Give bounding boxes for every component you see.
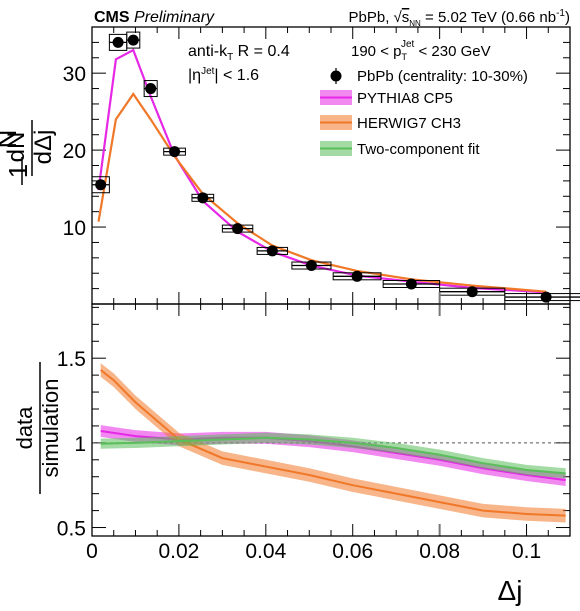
top-panel: 10 20 30 bbox=[63, 26, 580, 305]
bottom-panel: 0.5 1 1.5 0 0.02 0.04 0.06 0.08 0.1 bbox=[57, 292, 571, 563]
pt-range-label: 190 < pTJet < 230 GeV bbox=[351, 39, 491, 62]
bottom-frame bbox=[91, 303, 571, 537]
top-ylabel-dn: dN bbox=[3, 132, 30, 163]
data-marker bbox=[169, 146, 181, 158]
jet-algorithm-label: anti-kT R = 0.4 bbox=[188, 43, 290, 63]
legend-label: PYTHIA8 CP5 bbox=[357, 90, 453, 107]
eta-cut-label: |ηJet| < 1.6 bbox=[188, 66, 259, 84]
data-marker bbox=[95, 179, 107, 191]
data-marker bbox=[127, 34, 139, 46]
x-tick-label: 0.06 bbox=[332, 540, 373, 563]
data-marker bbox=[305, 260, 317, 272]
bottom-axis-ticks bbox=[92, 292, 570, 536]
data-marker bbox=[466, 286, 478, 298]
top-ylabel-ddj: dΔj bbox=[30, 130, 57, 165]
legend-label: Two-component fit bbox=[357, 141, 480, 158]
top-y-tick-label: 20 bbox=[63, 140, 86, 163]
data-point bbox=[332, 270, 382, 282]
data-point bbox=[504, 291, 580, 303]
x-tick-label: 0.08 bbox=[419, 540, 460, 563]
legend-label: HERWIG7 CH3 bbox=[357, 115, 461, 132]
data-point bbox=[221, 223, 254, 235]
top-y-tick-label: 30 bbox=[63, 63, 86, 86]
bottom-y-tick-label: 0.5 bbox=[57, 518, 86, 541]
data-point bbox=[143, 80, 158, 98]
bottom-ylabel-simulation: simulation bbox=[38, 378, 63, 477]
data-point bbox=[126, 31, 141, 49]
data-point bbox=[439, 286, 506, 298]
header-right: PbPb, √sNN = 5.02 TeV (0.66 nb-1) bbox=[349, 8, 570, 28]
data-point bbox=[108, 33, 128, 51]
data-point bbox=[256, 245, 289, 257]
preliminary-label: Preliminary bbox=[134, 9, 215, 26]
legend-entry: HERWIG7 CH3 bbox=[320, 115, 461, 132]
data-marker bbox=[112, 36, 124, 48]
legend-entry: Two-component fit bbox=[320, 141, 480, 158]
data-point bbox=[291, 260, 332, 272]
legend: PbPb (centrality: 10-30%) PYTHIA8 CP5 HERW… bbox=[320, 68, 528, 158]
x-tick-label: 0.02 bbox=[158, 540, 199, 563]
ratio-line-herwig7-ch3 bbox=[100, 369, 566, 517]
data-marker bbox=[405, 278, 417, 290]
data-point bbox=[191, 192, 215, 204]
top-y-tick-label: 10 bbox=[63, 217, 86, 240]
top-curve-pythia8-cp5 bbox=[97, 48, 547, 294]
legend-entry: PYTHIA8 CP5 bbox=[320, 90, 453, 107]
bottom-ylabel-data: data bbox=[12, 406, 37, 450]
ratio-band-two-component-fit bbox=[100, 432, 566, 479]
data-marker bbox=[351, 270, 363, 282]
x-tick-label: 0 bbox=[86, 540, 98, 563]
top-axis-ticks bbox=[92, 27, 570, 304]
data-marker bbox=[197, 192, 209, 204]
x-tick-labels: 0 0.02 0.04 0.06 0.08 0.1 bbox=[86, 540, 541, 563]
data-marker bbox=[540, 291, 552, 303]
top-ylabel-one: 1 bbox=[3, 164, 33, 178]
top-series bbox=[91, 31, 580, 303]
x-axis-title: Δj bbox=[498, 575, 523, 606]
bottom-y-axis-title: data simulation bbox=[12, 362, 63, 494]
legend-entry: PbPb (centrality: 10-30%) bbox=[330, 68, 528, 85]
top-y-axis-title: 1 N bbox=[0, 130, 33, 185]
x-tick-label: 0.04 bbox=[245, 540, 286, 563]
bottom-y-tick-label: 1.5 bbox=[57, 348, 86, 371]
data-marker bbox=[232, 223, 244, 235]
ratio-line-two-component-fit bbox=[100, 436, 566, 475]
legend-label: PbPb (centrality: 10-30%) bbox=[357, 68, 528, 85]
sqrt-symbol: √ bbox=[394, 9, 403, 26]
bottom-y-tick-labels: 0.5 1 1.5 bbox=[57, 348, 86, 540]
bottom-series bbox=[100, 363, 566, 523]
data-marker bbox=[266, 245, 278, 257]
data-marker bbox=[145, 83, 157, 95]
data-point bbox=[163, 146, 186, 158]
bottom-y-tick-label: 1 bbox=[74, 433, 86, 456]
cms-label: CMS bbox=[94, 9, 130, 26]
data-point bbox=[382, 278, 441, 290]
top-y-tick-labels: 10 20 30 bbox=[63, 63, 86, 240]
header-left: CMS Preliminary bbox=[94, 9, 215, 26]
top-ylabel-one-denominator: N bbox=[0, 130, 22, 149]
x-tick-label: 0.1 bbox=[512, 540, 541, 563]
top-y-axis-fraction: dN dΔj bbox=[3, 120, 57, 176]
